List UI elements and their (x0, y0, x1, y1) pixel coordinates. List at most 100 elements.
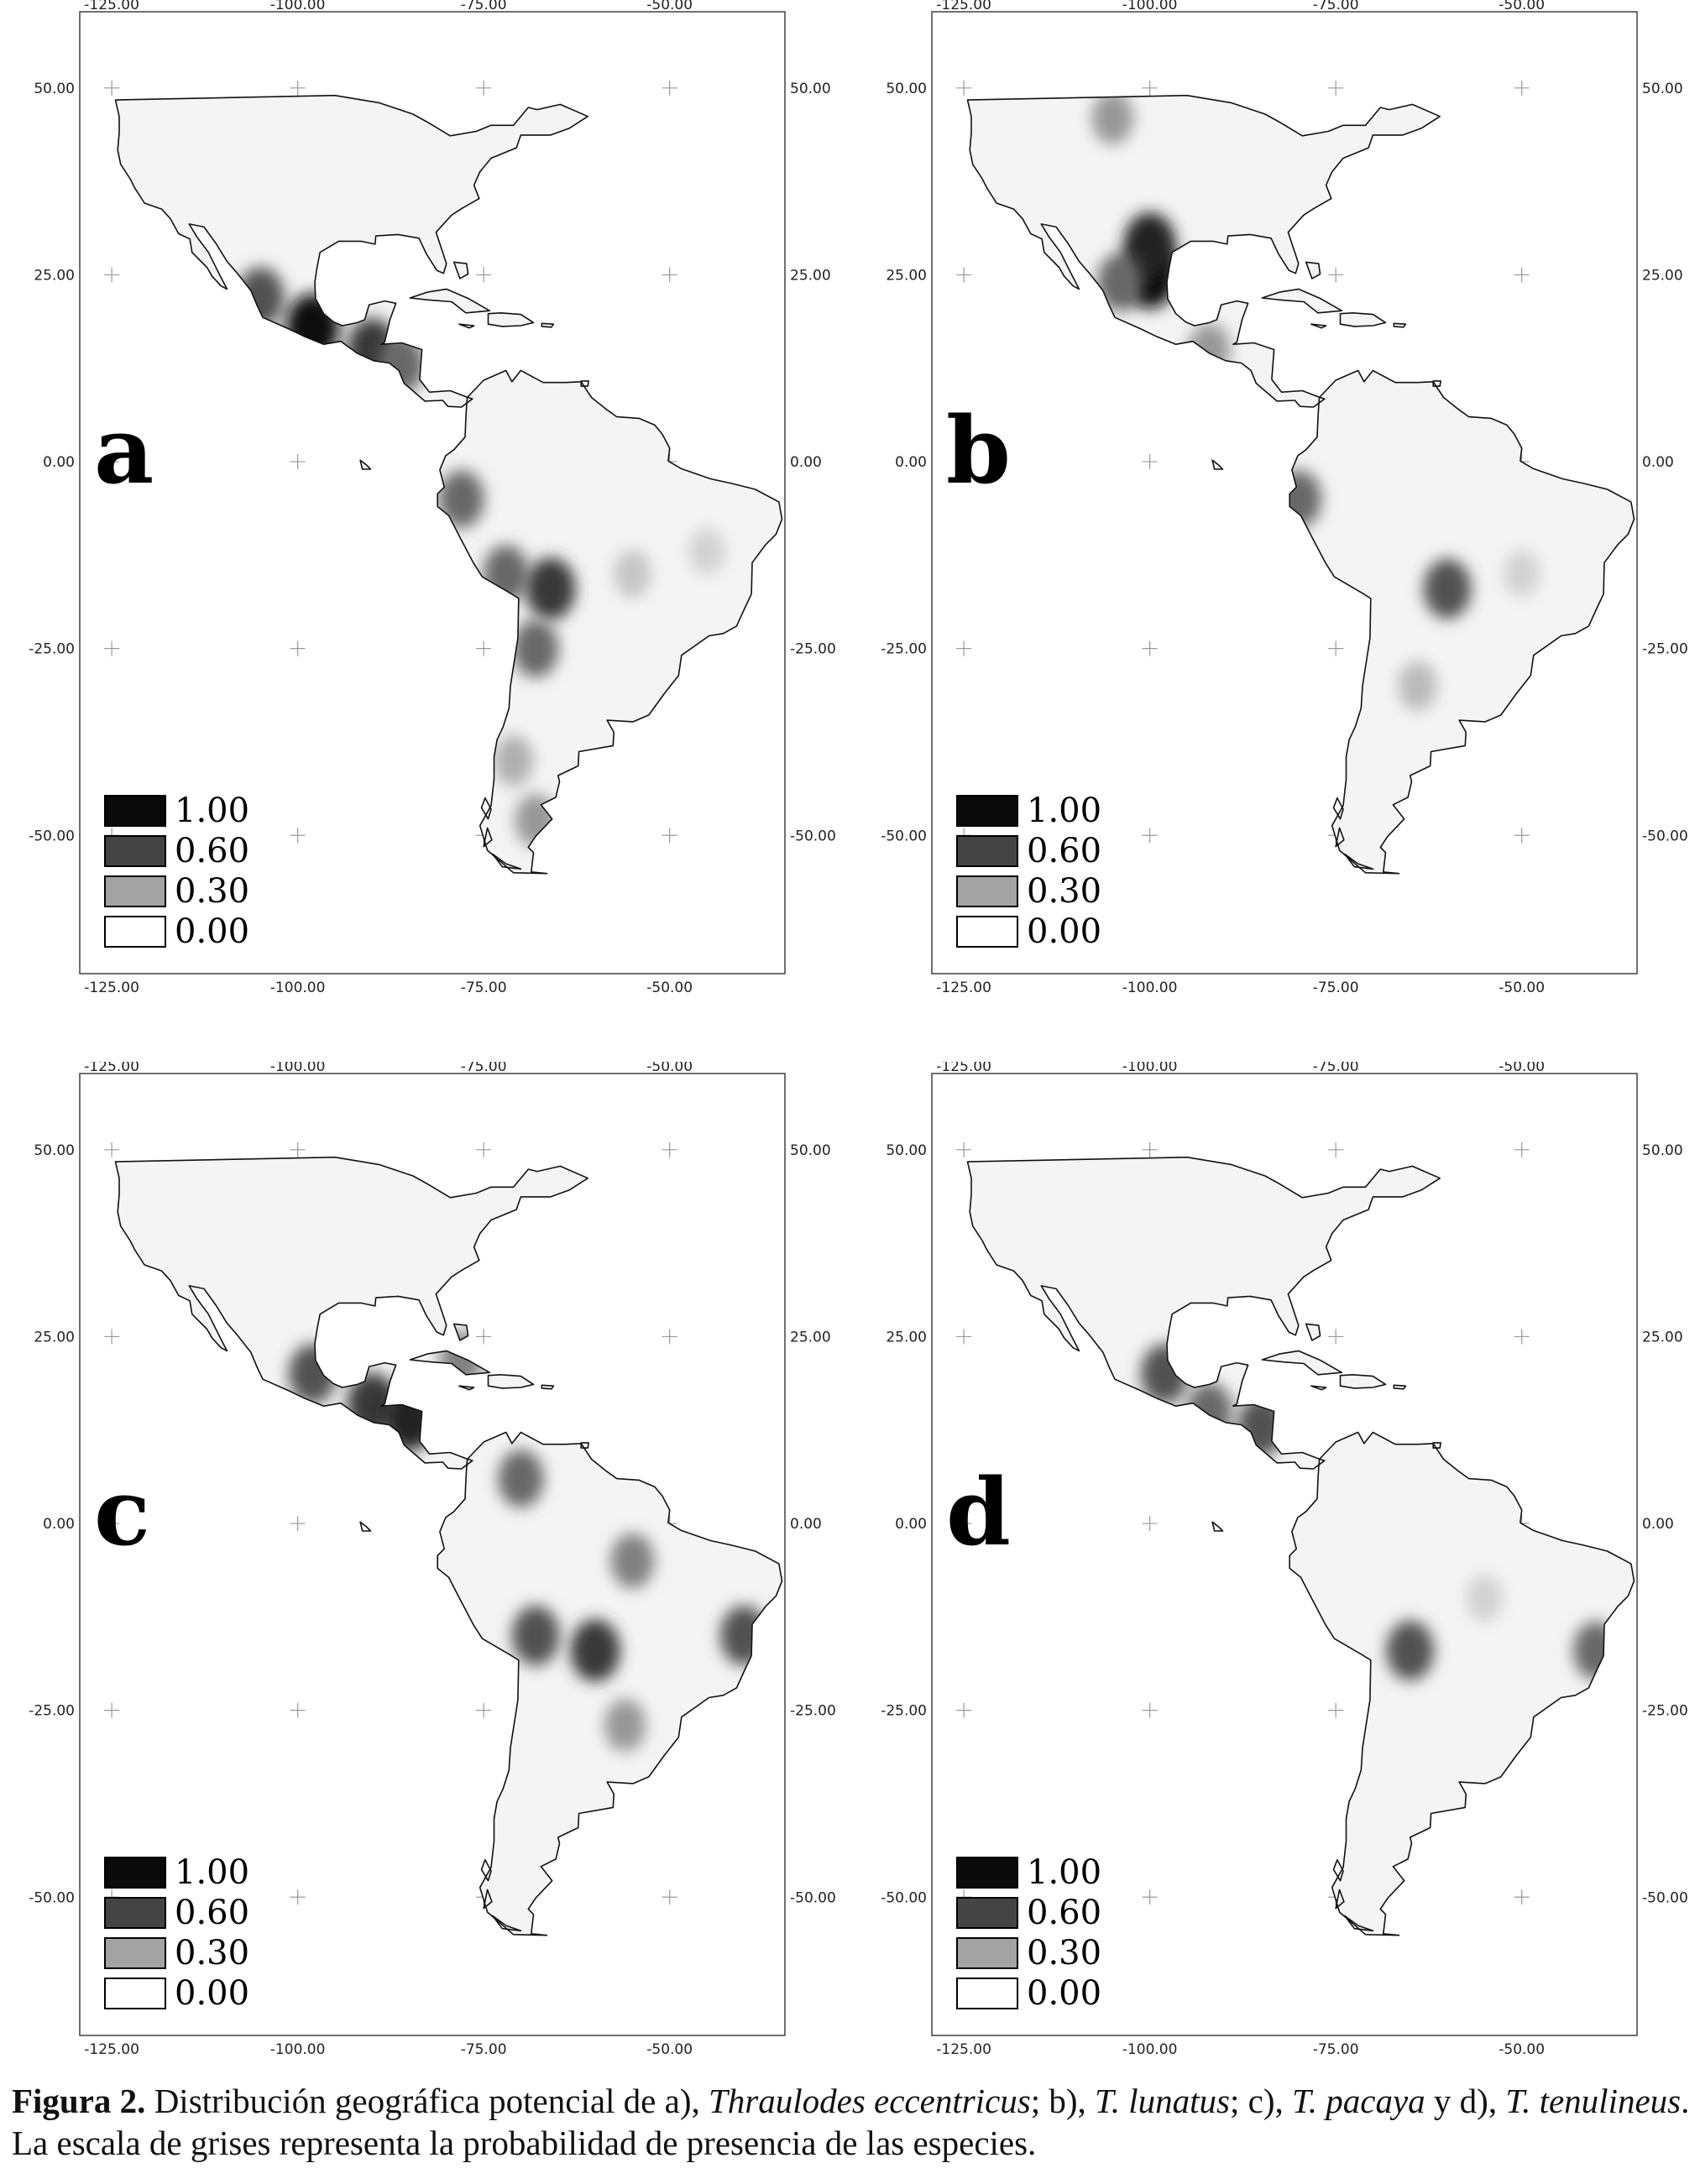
graticule-cross (1142, 1702, 1158, 1718)
graticule-cross (290, 1702, 306, 1718)
panel-letter: d (946, 1458, 1011, 1566)
y-tick-label: 50.00 (790, 1142, 831, 1159)
x-tick-label: -100.00 (270, 2041, 326, 2058)
legend-label: 1.00 (175, 792, 249, 830)
legend-swatch (956, 916, 1018, 948)
x-tick-label: -125.00 (84, 2041, 139, 2058)
legend-swatch (104, 1978, 166, 2009)
graticule-cross (1142, 1516, 1158, 1532)
x-tick-label: -75.00 (461, 1062, 507, 1075)
graticule-cross (956, 267, 972, 283)
probability-hotspot (498, 1450, 544, 1508)
graticule-cross (662, 80, 677, 96)
probability-hotspot (1123, 212, 1176, 278)
legend-label: 1.00 (1027, 792, 1101, 830)
x-tick-label: -50.00 (646, 2041, 693, 2058)
y-tick-label: 50.00 (34, 81, 75, 97)
x-tick-label: -50.00 (646, 0, 693, 13)
graticule-cross (1328, 267, 1344, 283)
x-tick-label: -75.00 (1313, 980, 1359, 996)
graticule-cross (1328, 640, 1344, 656)
x-tick-label: -75.00 (461, 2041, 507, 2058)
caption-text: . (1681, 2082, 1690, 2120)
x-tick-label: -75.00 (1313, 0, 1359, 13)
graticule-cross (1514, 80, 1530, 96)
legend-label: 0.30 (175, 1934, 249, 1972)
probability-hotspot (493, 735, 534, 786)
x-tick-label: -50.00 (1499, 1062, 1545, 1075)
map-panel-b: -125.00 -125.00 -100.00 -100.00 -75.00 -75.00… (877, 0, 1700, 1041)
graticule-cross (1328, 1142, 1344, 1157)
graticule-cross (662, 1889, 677, 1905)
y-tick-label: -50.00 (29, 1889, 75, 1906)
y-tick-label: 0.00 (1642, 1516, 1674, 1533)
graticule-cross (662, 828, 677, 844)
x-tick-label: -100.00 (1122, 980, 1178, 996)
probability-hotspot (511, 1605, 560, 1666)
map-panel-c: -125.00 -125.00 -100.00 -100.00 -75.00 -75.00… (25, 1062, 865, 2103)
y-tick-label: 50.00 (886, 81, 927, 97)
coastlines (966, 1156, 1635, 1936)
species-name-d: T. tenulineus (1505, 2082, 1682, 2120)
y-tick-label: -25.00 (790, 641, 836, 658)
coastlines (966, 94, 1635, 875)
legend-swatch (956, 1897, 1018, 1929)
y-tick-label: -50.00 (881, 1889, 927, 1906)
legend-label: 0.00 (175, 1974, 249, 2013)
y-tick-label: -50.00 (790, 1889, 836, 1906)
graticule-cross (104, 1516, 120, 1532)
graticule-cross (662, 267, 677, 283)
graticule-cross (1514, 828, 1530, 844)
graticule-cross (1514, 1329, 1530, 1345)
graticule-cross (956, 1516, 972, 1532)
legend-label: 0.30 (1027, 1934, 1101, 1972)
graticule-cross (956, 640, 972, 656)
graticule-cross (476, 1329, 492, 1345)
y-tick-label: 0.00 (790, 1516, 822, 1533)
graticule-cross (290, 1142, 306, 1157)
graticule-cross (476, 267, 492, 283)
y-tick-label: 25.00 (1642, 1329, 1683, 1345)
coastlines (114, 94, 783, 875)
x-tick-label: -100.00 (1122, 0, 1178, 13)
graticule-cross (1328, 1702, 1344, 1718)
graticule-cross (476, 1142, 492, 1157)
x-tick-label: -75.00 (461, 980, 507, 996)
map-svg: -125.00 -125.00 -100.00 -100.00 -75.00 -75.00… (881, 0, 1688, 996)
probability-hotspot (1503, 550, 1540, 598)
legend-swatch (956, 835, 1018, 867)
y-tick-label: -25.00 (881, 1703, 927, 1720)
y-tick-label: -50.00 (29, 828, 75, 844)
graticule-cross (476, 80, 492, 96)
x-tick-label: -125.00 (84, 980, 139, 996)
map-svg: -125.00 -125.00 -100.00 -100.00 -75.00 -75.00… (881, 1062, 1688, 2058)
figure-caption: Figura 2. Distribución geográfica potenc… (12, 2080, 1691, 2164)
caption-text: ; b), (1030, 2082, 1096, 2120)
coastlines (114, 1156, 783, 1936)
graticule-cross (1142, 1889, 1158, 1905)
x-tick-label: -50.00 (1499, 980, 1545, 996)
probability-hotspot (438, 470, 484, 528)
probability-hotspot (1386, 1620, 1435, 1681)
graticule-cross (104, 1702, 120, 1718)
graticule-cross (1328, 80, 1344, 96)
legend: 1.000.600.300.00 (104, 792, 249, 951)
probability-hotspot (1091, 95, 1134, 145)
caption-line-2: La escala de grises representa la probab… (12, 2124, 1037, 2162)
caption-line-1: Figura 2. Distribución geográfica potenc… (12, 2080, 1691, 2122)
graticule-cross (956, 1142, 972, 1157)
y-tick-label: 25.00 (1642, 267, 1683, 284)
y-tick-label: -25.00 (29, 641, 75, 658)
graticule-cross (956, 454, 972, 470)
y-tick-label: 0.00 (895, 1516, 927, 1533)
y-tick-label: -50.00 (881, 828, 927, 844)
legend-label: 0.00 (175, 912, 249, 951)
graticule-cross (476, 1702, 492, 1718)
map-svg: -125.00 -125.00 -100.00 -100.00 -75.00 -75.00… (29, 0, 836, 996)
graticule-cross (1514, 267, 1530, 283)
graticule-cross (290, 1889, 306, 1905)
graticule-cross (1142, 640, 1158, 656)
probability-hotspot (570, 1619, 620, 1682)
probability-hotspot (613, 549, 651, 598)
graticule-cross (956, 1702, 972, 1718)
